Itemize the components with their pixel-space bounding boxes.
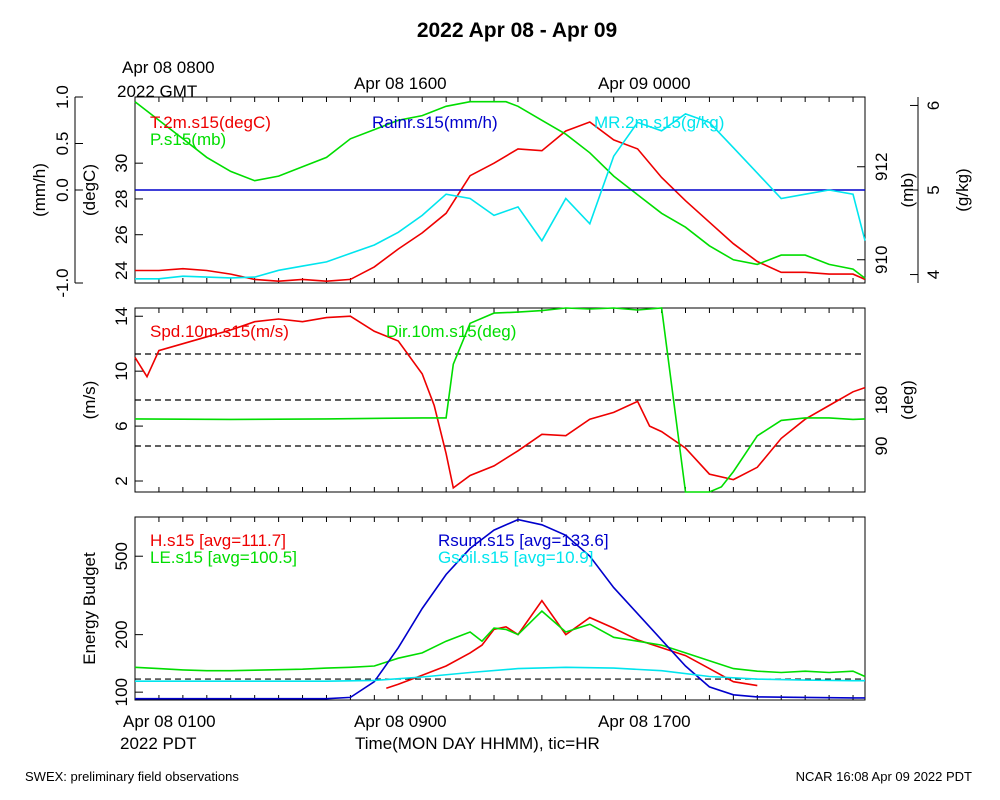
top-time-label-0: Apr 08 0800 <box>122 58 215 77</box>
y-tick-label-left-inner: 28 <box>112 189 131 208</box>
y-axis-label-right-outer: (g/kg) <box>953 168 972 211</box>
legend-entry-cyan: Gsoil.s15 [avg=10.9] <box>438 548 593 567</box>
series-line-cyan <box>135 113 866 280</box>
legend-entry-green: Dir.10m.s15(deg) <box>386 322 516 341</box>
y-tick-label-right-outer: 4 <box>924 270 943 279</box>
legend-entry-blue: Rsum.s15 [avg=133.6] <box>438 531 609 550</box>
y-tick-label-right-outer: 5 <box>924 185 943 194</box>
y-axis-label-right: (deg) <box>898 380 917 420</box>
chart-title: 2022 Apr 08 - Apr 09 <box>417 19 617 42</box>
series-line-red <box>134 315 866 490</box>
top-time-label-2: Apr 09 0000 <box>598 74 691 93</box>
bottom-time-label-0: Apr 08 0100 <box>123 712 216 731</box>
y-tick-label-left: 6 <box>112 421 131 430</box>
series-line-red <box>135 121 866 283</box>
y-tick-label-left: 2 <box>112 476 131 485</box>
legend-entry-red: T.2m.s15(degC) <box>150 113 271 132</box>
legend-entry-cyan: MR.2m.s15(g/kg) <box>594 113 724 132</box>
y-tick-label-right: 180 <box>872 386 891 414</box>
series-line-cyan <box>135 666 865 683</box>
series-line-blue <box>135 518 865 700</box>
bottom-year-label: 2022 PDT <box>120 734 197 753</box>
bottom-time-label-2: Apr 08 1700 <box>598 712 691 731</box>
y-tick-label-left-outer: 0.0 <box>53 178 72 202</box>
top-year-label: 2022 GMT <box>117 82 197 101</box>
y-tick-label-left-inner: 26 <box>112 225 131 244</box>
y-tick-label-left: 14 <box>112 307 131 326</box>
legend-entry-red: Spd.10m.s15(m/s) <box>150 322 289 341</box>
plot-area: -1.00.00.51.0(mm/h)24262830(degC)910912(… <box>30 85 972 706</box>
y-tick-label-left: 500 <box>112 542 131 570</box>
series-line-green <box>134 307 866 493</box>
y-axis-label-left: Energy Budget <box>80 552 99 665</box>
panel-frame-bottom <box>134 516 866 701</box>
series-line-green <box>134 610 866 678</box>
y-axis-label-left: (m/s) <box>80 381 99 420</box>
legend-entry-green: LE.s15 [avg=100.5] <box>150 548 297 567</box>
y-tick-label-right-inner: 910 <box>872 246 891 274</box>
y-tick-label-right: 90 <box>872 437 891 456</box>
legend-entry-blue: Rainr.s15(mm/h) <box>372 113 498 132</box>
top-time-label-1: Apr 08 1600 <box>354 74 447 93</box>
y-tick-label-left: 100 <box>112 678 131 706</box>
y-tick-label-left-outer: 1.0 <box>53 85 72 109</box>
y-tick-label-right-outer: 6 <box>924 101 943 110</box>
y-tick-label-left: 10 <box>112 362 131 381</box>
x-axis-label: Time(MON DAY HHMM), tic=HR <box>355 734 600 753</box>
y-tick-label-right-inner: 912 <box>872 153 891 181</box>
series-line-green <box>134 100 866 279</box>
footer-left: SWEX: preliminary field observations <box>25 769 239 784</box>
y-tick-label-left-inner: 24 <box>112 261 131 280</box>
y-tick-label-left-outer: 0.5 <box>53 132 72 156</box>
y-tick-label-left: 200 <box>112 620 131 648</box>
y-tick-label-left-inner: 30 <box>112 154 131 173</box>
y-axis-label-right-inner: (mb) <box>898 173 917 208</box>
legend-entry-red: H.s15 [avg=111.7] <box>150 531 286 550</box>
y-axis-label-left-inner: (degC) <box>80 164 99 216</box>
bottom-time-label-1: Apr 08 0900 <box>354 712 447 731</box>
series-line-red <box>386 599 758 689</box>
y-tick-label-left-outer: -1.0 <box>53 268 72 297</box>
legend-entry-green: P.s15(mb) <box>150 130 226 149</box>
y-axis-label-left-outer: (mm/h) <box>30 163 49 217</box>
footer-right: NCAR 16:08 Apr 09 2022 PDT <box>796 769 972 784</box>
